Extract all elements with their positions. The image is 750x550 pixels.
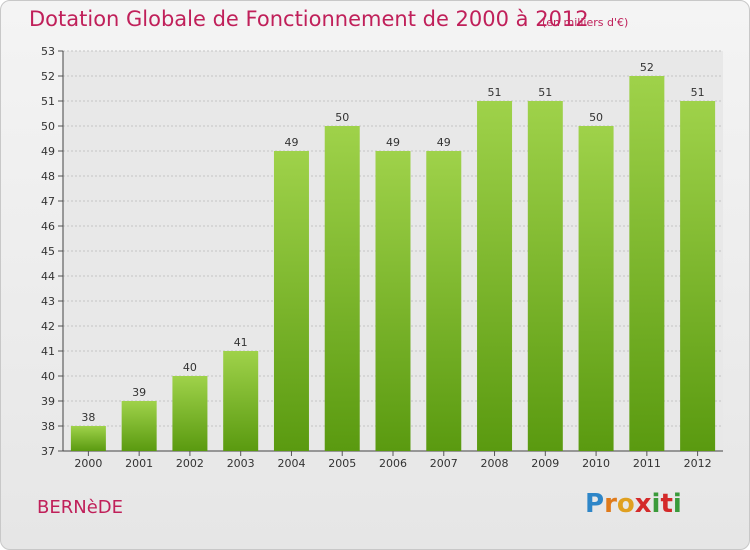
bar-value-label: 40	[183, 361, 197, 374]
y-tick-label: 53	[41, 45, 55, 58]
logo-letter: x	[634, 489, 652, 519]
logo-letter: r	[604, 489, 617, 519]
bar-value-label: 49	[284, 136, 298, 149]
bar-value-label: 50	[589, 111, 603, 124]
bar-2003	[223, 351, 259, 451]
x-tick-label: 2010	[582, 457, 610, 470]
x-tick-label: 2004	[277, 457, 305, 470]
bar-value-label: 51	[691, 86, 705, 99]
bar-value-label: 49	[437, 136, 451, 149]
bar-2006	[375, 151, 411, 451]
bar-2000	[70, 426, 106, 451]
bar-value-label: 38	[81, 411, 95, 424]
y-tick-label: 48	[41, 170, 55, 183]
y-tick-label: 45	[41, 245, 55, 258]
y-tick-label: 42	[41, 320, 55, 333]
bar-2008	[477, 101, 513, 451]
bar-2004	[273, 151, 309, 451]
logo-letter: t	[660, 489, 673, 519]
y-tick-labels: 37 38 39 40 41 42 43 44 45 46 47 48 49 50 51 52 53	[41, 45, 55, 458]
x-tick-label: 2007	[430, 457, 458, 470]
y-tick-label: 39	[41, 395, 55, 408]
y-tick-label: 47	[41, 195, 55, 208]
commune-name: BERNèDE	[37, 497, 124, 518]
x-tick-label: 2003	[227, 457, 255, 470]
bar-value-label: 41	[234, 336, 248, 349]
y-tick-label: 37	[41, 445, 55, 458]
x-tick-label: 2000	[74, 457, 102, 470]
bar-value-label: 50	[335, 111, 349, 124]
logo-letter: i	[651, 489, 661, 519]
y-tick-label: 52	[41, 70, 55, 83]
bar-value-label: 52	[640, 61, 654, 74]
proxiti-logo: Proxiti	[585, 489, 682, 519]
bar-2011	[629, 76, 665, 451]
x-tick-label: 2011	[633, 457, 661, 470]
logo-letter: o	[616, 489, 635, 519]
bar-value-label: 49	[386, 136, 400, 149]
y-tick-label: 44	[41, 270, 55, 283]
x-tick-label: 2008	[481, 457, 509, 470]
y-tick-label: 43	[41, 295, 55, 308]
y-tick-label: 41	[41, 345, 55, 358]
x-tick-label: 2005	[328, 457, 356, 470]
bar-2001	[121, 401, 157, 451]
bar-2005	[324, 126, 360, 451]
x-tick-label: 2006	[379, 457, 407, 470]
chart-title: Dotation Globale de Fonctionnement de 20…	[29, 7, 589, 31]
y-tick-label: 46	[41, 220, 55, 233]
bar-value-label: 51	[488, 86, 502, 99]
bar-value-label: 51	[538, 86, 552, 99]
bar-2002	[172, 376, 208, 451]
logo-letter: i	[672, 489, 682, 519]
x-tick-label: 2009	[531, 457, 559, 470]
bar-value-labels: 38 39 40 41 49 50 49 49 51 51 50 52 51	[81, 61, 704, 424]
logo-letter: P	[585, 489, 605, 519]
x-tick-label: 2002	[176, 457, 204, 470]
y-tick-label: 49	[41, 145, 55, 158]
x-tick-label: 2012	[684, 457, 712, 470]
y-tick-label: 51	[41, 95, 55, 108]
bar-2012	[680, 101, 716, 451]
y-tick-label: 50	[41, 120, 55, 133]
bar-value-label: 39	[132, 386, 146, 399]
bar-2009	[527, 101, 563, 451]
y-tick-label: 38	[41, 420, 55, 433]
y-tick-label: 40	[41, 370, 55, 383]
bars	[70, 76, 716, 451]
bar-2010	[578, 126, 614, 451]
bar-2007	[426, 151, 462, 451]
x-tick-labels: 2000 2001 2002 2003 2004 2005 2006 2007 2008 2009…	[74, 451, 712, 470]
chart-subtitle: (en milliers d'€)	[542, 16, 629, 29]
x-tick-label: 2001	[125, 457, 153, 470]
